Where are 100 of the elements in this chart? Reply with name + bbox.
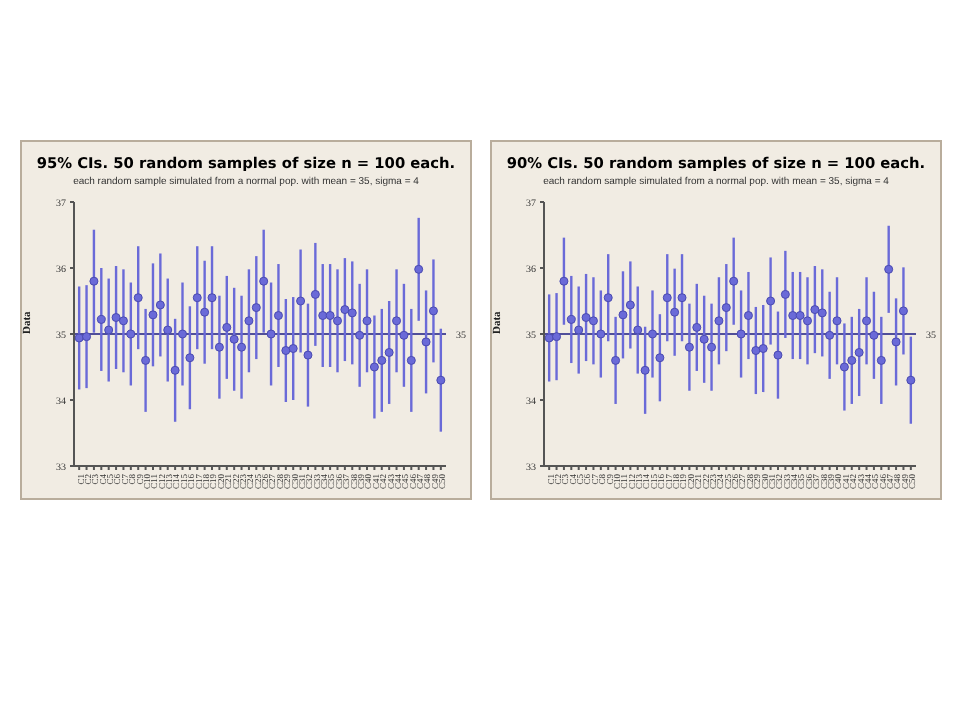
point <box>743 311 753 321</box>
point <box>133 293 143 303</box>
point <box>810 305 820 315</box>
point <box>170 365 180 375</box>
point <box>369 362 379 372</box>
point <box>648 329 657 339</box>
point <box>89 276 99 286</box>
point <box>414 264 424 274</box>
point <box>847 355 857 365</box>
point <box>155 300 165 310</box>
point <box>421 337 431 347</box>
point <box>178 329 187 339</box>
point <box>436 375 446 385</box>
point <box>552 332 562 342</box>
point <box>751 346 761 355</box>
point <box>618 310 628 320</box>
point <box>104 325 114 335</box>
point <box>788 311 798 321</box>
point <box>222 322 232 332</box>
point <box>200 307 210 317</box>
point <box>296 296 306 306</box>
point <box>773 350 783 360</box>
point <box>670 307 680 317</box>
point <box>780 289 790 299</box>
point <box>707 342 717 352</box>
point <box>281 346 291 355</box>
point <box>714 316 724 326</box>
point <box>559 276 569 286</box>
point <box>82 332 92 342</box>
point <box>207 293 217 303</box>
point <box>758 344 768 354</box>
point <box>640 365 650 375</box>
point <box>817 308 827 318</box>
point <box>869 330 879 340</box>
point <box>428 306 438 316</box>
point <box>362 316 372 326</box>
point <box>333 316 342 326</box>
point <box>384 347 394 357</box>
point <box>544 333 554 343</box>
point <box>74 333 84 343</box>
point <box>251 303 261 313</box>
point <box>185 353 195 363</box>
point <box>303 350 313 360</box>
point <box>876 355 886 365</box>
point <box>662 293 672 303</box>
point <box>891 337 901 347</box>
point <box>906 375 916 385</box>
point <box>655 353 665 363</box>
point <box>677 293 687 303</box>
point <box>803 316 812 326</box>
point <box>603 293 613 303</box>
point <box>377 355 387 365</box>
point <box>96 314 106 324</box>
point <box>318 311 328 321</box>
point <box>163 325 173 335</box>
point <box>611 355 621 365</box>
point <box>884 264 894 274</box>
point <box>898 306 908 316</box>
point <box>229 334 239 344</box>
point <box>729 276 739 286</box>
point <box>126 329 136 339</box>
point <box>273 311 283 321</box>
point <box>347 308 357 318</box>
point <box>392 316 402 326</box>
point <box>854 347 864 357</box>
point <box>259 276 269 286</box>
point <box>141 355 151 365</box>
point <box>699 334 709 344</box>
point <box>399 330 409 340</box>
point <box>825 330 835 340</box>
point <box>625 300 635 310</box>
point <box>214 342 224 352</box>
point <box>310 289 320 299</box>
point <box>692 322 702 332</box>
point <box>288 344 298 354</box>
point <box>266 329 276 339</box>
point <box>766 296 776 306</box>
point <box>406 355 416 365</box>
point <box>596 329 606 339</box>
point <box>192 293 202 303</box>
point <box>832 316 842 326</box>
point <box>355 330 365 340</box>
point <box>574 325 584 335</box>
point <box>148 310 158 320</box>
point <box>684 342 694 352</box>
point <box>795 311 805 321</box>
point <box>581 313 591 322</box>
point <box>244 316 254 326</box>
point <box>736 329 746 339</box>
point <box>237 342 247 352</box>
point <box>325 311 335 321</box>
point <box>118 316 128 326</box>
point <box>862 316 872 326</box>
point <box>340 305 350 315</box>
point <box>111 313 121 322</box>
point <box>566 314 576 324</box>
point <box>721 303 731 313</box>
point <box>839 362 849 372</box>
point <box>633 325 643 335</box>
point <box>588 316 598 326</box>
